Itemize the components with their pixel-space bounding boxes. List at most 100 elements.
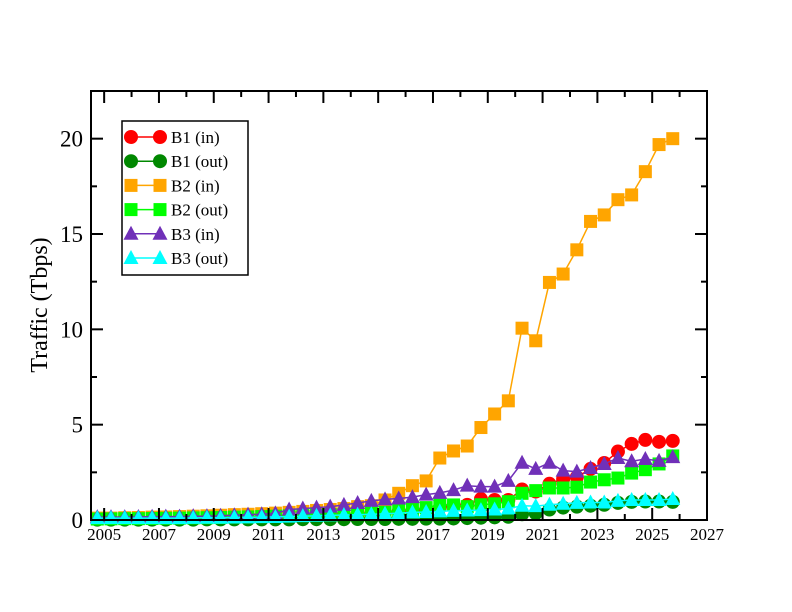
data-point bbox=[652, 434, 667, 449]
legend-label: B3 (in) bbox=[171, 225, 220, 244]
data-point bbox=[405, 479, 419, 493]
data-point bbox=[625, 188, 639, 202]
x-tick-label: 2017 bbox=[416, 525, 451, 544]
data-point bbox=[611, 471, 625, 485]
data-point bbox=[584, 475, 598, 489]
legend-marker bbox=[153, 203, 167, 217]
legend-marker bbox=[124, 203, 138, 217]
data-point bbox=[637, 491, 653, 506]
data-point bbox=[596, 494, 612, 509]
data-point bbox=[336, 507, 352, 522]
data-point bbox=[541, 454, 557, 469]
data-point bbox=[555, 462, 571, 477]
plot-frame bbox=[90, 90, 708, 521]
data-point bbox=[309, 499, 325, 514]
data-point bbox=[459, 502, 475, 517]
y-tick-label: 15 bbox=[60, 222, 83, 247]
legend-marker bbox=[123, 250, 139, 264]
data-point bbox=[651, 491, 667, 506]
legend-label: B2 (out) bbox=[171, 201, 228, 220]
legend-entry: B2 (out) bbox=[124, 201, 228, 220]
data-point bbox=[570, 243, 584, 257]
data-point bbox=[597, 473, 611, 487]
legend-marker bbox=[152, 225, 168, 240]
data-point bbox=[556, 267, 570, 281]
x-tick-label: 2013 bbox=[306, 525, 340, 544]
legend-label: B2 (in) bbox=[171, 176, 220, 195]
x-tick-label: 2027 bbox=[690, 525, 725, 544]
x-tick-label: 2021 bbox=[526, 525, 560, 544]
data-point bbox=[652, 138, 666, 152]
legend: B1 (in) B1 (out) B2 (in) B2 (out) B3 (in) B3 … bbox=[121, 120, 249, 276]
data-point bbox=[541, 496, 557, 511]
data-point bbox=[446, 502, 462, 517]
legend-entry: B1 (in) bbox=[124, 128, 220, 147]
x-tick-label: 2015 bbox=[361, 525, 395, 544]
data-point bbox=[542, 481, 556, 495]
data-point bbox=[459, 477, 475, 492]
data-point bbox=[447, 444, 461, 458]
data-point bbox=[363, 492, 379, 507]
data-point bbox=[377, 505, 393, 520]
data-point bbox=[377, 491, 393, 506]
legend-label: B3 (out) bbox=[171, 249, 228, 268]
data-point bbox=[624, 453, 640, 468]
data-point bbox=[556, 481, 570, 495]
legend-box bbox=[121, 120, 249, 276]
data-point bbox=[501, 394, 515, 408]
y-tick-label: 20 bbox=[60, 127, 83, 152]
legend-marker bbox=[124, 154, 138, 169]
data-point bbox=[665, 433, 680, 448]
data-point bbox=[611, 193, 625, 207]
data-point bbox=[350, 495, 366, 510]
data-point bbox=[583, 494, 599, 509]
legend-entry: B2 (in) bbox=[124, 176, 220, 195]
data-point bbox=[363, 506, 379, 521]
data-point bbox=[515, 321, 529, 335]
data-point bbox=[488, 407, 502, 421]
data-point bbox=[500, 472, 516, 487]
legend-marker bbox=[153, 154, 167, 169]
legend-marker bbox=[123, 225, 139, 240]
data-point bbox=[597, 208, 611, 222]
legend-entry: B3 (out) bbox=[123, 249, 228, 268]
data-point bbox=[610, 492, 626, 507]
data-point bbox=[404, 489, 420, 504]
x-tick-label: 2019 bbox=[471, 525, 505, 544]
data-point bbox=[555, 495, 571, 510]
data-point bbox=[596, 455, 612, 470]
x-tick-label: 2007 bbox=[142, 525, 177, 544]
data-point bbox=[638, 165, 652, 179]
y-tick-label: 10 bbox=[60, 317, 83, 342]
data-point bbox=[322, 507, 338, 522]
data-point bbox=[418, 486, 434, 501]
legend-marker bbox=[152, 250, 168, 264]
x-tick-label: 2009 bbox=[197, 525, 231, 544]
data-point bbox=[529, 484, 543, 498]
data-point bbox=[309, 507, 325, 522]
data-point bbox=[473, 502, 489, 517]
legend-marker bbox=[124, 130, 138, 144]
data-point bbox=[528, 460, 544, 475]
data-point bbox=[433, 451, 447, 465]
data-point bbox=[432, 484, 448, 499]
legend-label: B1 (out) bbox=[171, 152, 228, 171]
legend-entry: B1 (out) bbox=[124, 152, 228, 171]
data-point bbox=[391, 505, 407, 520]
data-point bbox=[500, 500, 516, 515]
data-point bbox=[583, 459, 599, 474]
data-point bbox=[638, 432, 653, 447]
data-point bbox=[322, 498, 338, 513]
legend-marker bbox=[153, 130, 167, 144]
x-tick-label: 2011 bbox=[252, 525, 285, 544]
data-point bbox=[418, 503, 434, 518]
data-point bbox=[281, 501, 297, 516]
data-point bbox=[474, 421, 488, 435]
data-point bbox=[666, 132, 680, 146]
data-point bbox=[295, 508, 311, 523]
data-point bbox=[638, 463, 652, 477]
legend-entry: B3 (in) bbox=[123, 225, 220, 244]
data-point bbox=[473, 478, 489, 493]
y-axis-label: Traffic (Tbps) bbox=[27, 237, 53, 372]
data-point bbox=[487, 478, 503, 493]
